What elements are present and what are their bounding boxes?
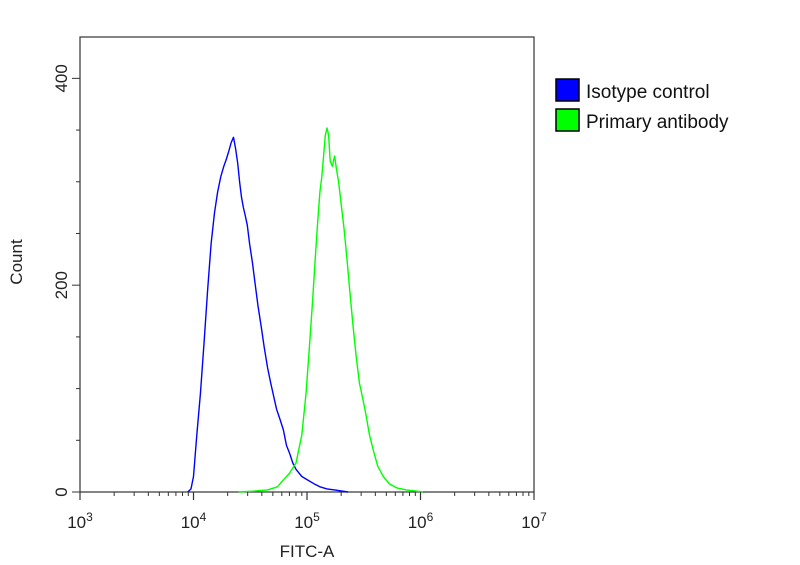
legend-item-primary-antibody: Primary antibody <box>555 108 729 133</box>
series-line-0 <box>187 136 349 493</box>
x-tick-label: 105 <box>294 510 320 532</box>
legend: Isotype control Primary antibody <box>555 78 729 133</box>
legend-label-isotype-control: Isotype control <box>586 82 710 103</box>
plot-frame <box>79 36 535 493</box>
legend-swatch-isotype-control <box>555 78 580 102</box>
y-axis: 0 200 400 <box>52 64 80 497</box>
y-tick-label: 200 <box>52 271 71 299</box>
x-tick-label: 107 <box>521 510 547 532</box>
x-tick-label: 106 <box>408 510 434 532</box>
x-axis-label: FITC-A <box>280 542 335 561</box>
x-tick-label: 103 <box>67 510 93 532</box>
legend-label-primary-antibody: Primary antibody <box>586 112 729 133</box>
y-tick-label: 400 <box>52 64 71 92</box>
series-line-1 <box>238 127 423 493</box>
legend-item-isotype-control: Isotype control <box>555 78 710 103</box>
y-axis-label: Count <box>7 239 26 285</box>
x-axis: 103 104 105 106 107 <box>67 492 547 532</box>
y-tick-label: 0 <box>52 487 71 496</box>
series-layer <box>187 127 423 493</box>
legend-swatch-primary-antibody <box>555 108 580 132</box>
x-tick-label: 104 <box>181 510 207 532</box>
